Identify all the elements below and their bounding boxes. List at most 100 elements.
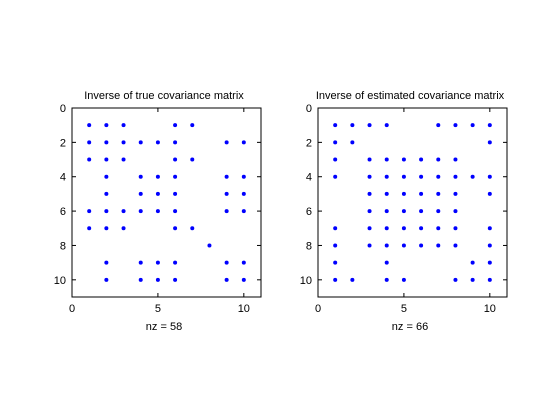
data-point (368, 243, 372, 247)
y-tick-label: 6 (306, 206, 312, 218)
data-point (333, 278, 337, 282)
data-point (173, 261, 177, 265)
data-point (190, 158, 194, 162)
data-point (139, 192, 143, 196)
data-point (333, 158, 337, 162)
data-point (156, 192, 160, 196)
y-tick-label: 0 (60, 103, 66, 115)
data-point (488, 123, 492, 127)
data-point (173, 140, 177, 144)
data-point (385, 158, 389, 162)
data-point (402, 226, 406, 230)
data-point (242, 261, 246, 265)
data-point (488, 192, 492, 196)
chart-title: Inverse of true covariance matrix (84, 90, 244, 102)
data-point (104, 261, 108, 265)
data-point (436, 175, 440, 179)
data-point (368, 123, 372, 127)
data-point (419, 175, 423, 179)
data-point (402, 158, 406, 162)
data-point (488, 261, 492, 265)
data-point (156, 175, 160, 179)
data-point (436, 226, 440, 230)
data-point (402, 175, 406, 179)
data-point (173, 192, 177, 196)
data-point (368, 209, 372, 213)
data-point (436, 123, 440, 127)
data-point (453, 209, 457, 213)
data-point (385, 226, 389, 230)
data-point (333, 226, 337, 230)
x-axis-label: nz = 58 (146, 321, 182, 333)
data-point (104, 175, 108, 179)
data-point (104, 226, 108, 230)
data-point (122, 123, 126, 127)
data-point (104, 209, 108, 213)
data-point (453, 192, 457, 196)
y-tick-label: 8 (306, 240, 312, 252)
data-point (87, 140, 91, 144)
data-point (419, 226, 423, 230)
data-point (488, 175, 492, 179)
data-point (156, 261, 160, 265)
data-point (225, 261, 229, 265)
data-point (436, 158, 440, 162)
data-point (402, 192, 406, 196)
data-point (333, 175, 337, 179)
data-point (122, 226, 126, 230)
data-point (139, 140, 143, 144)
data-point (156, 278, 160, 282)
data-point (385, 243, 389, 247)
data-point (122, 209, 126, 213)
data-point (350, 140, 354, 144)
data-point (225, 192, 229, 196)
data-point (402, 243, 406, 247)
y-tick-label: 10 (300, 275, 312, 287)
data-point (173, 158, 177, 162)
data-point (368, 226, 372, 230)
data-point (156, 140, 160, 144)
data-point (436, 209, 440, 213)
data-point (207, 243, 211, 247)
data-point (419, 209, 423, 213)
data-point (488, 140, 492, 144)
x-axis-label: nz = 66 (392, 321, 428, 333)
data-point (242, 278, 246, 282)
y-tick-label: 6 (60, 206, 66, 218)
data-point (368, 192, 372, 196)
data-point (225, 209, 229, 213)
data-point (350, 123, 354, 127)
data-point (139, 209, 143, 213)
data-point (87, 209, 91, 213)
data-point (139, 261, 143, 265)
data-point (333, 261, 337, 265)
data-point (242, 140, 246, 144)
data-point (333, 123, 337, 127)
data-point (104, 123, 108, 127)
data-point (453, 175, 457, 179)
data-point (333, 243, 337, 247)
data-point (471, 123, 475, 127)
data-point (488, 226, 492, 230)
data-point (173, 278, 177, 282)
data-point (173, 175, 177, 179)
y-tick-label: 0 (306, 103, 312, 115)
data-point (104, 192, 108, 196)
data-point (488, 278, 492, 282)
data-point (173, 226, 177, 230)
x-tick-label: 0 (315, 303, 321, 315)
data-point (87, 123, 91, 127)
data-point (87, 226, 91, 230)
data-point (190, 226, 194, 230)
data-point (104, 158, 108, 162)
y-tick-label: 2 (306, 137, 312, 149)
data-point (488, 243, 492, 247)
y-tick-label: 4 (306, 172, 312, 184)
data-point (225, 175, 229, 179)
data-point (402, 209, 406, 213)
x-tick-label: 5 (155, 303, 161, 315)
data-point (190, 123, 194, 127)
chart-title: Inverse of estimated covariance matrix (316, 90, 505, 102)
data-point (385, 175, 389, 179)
